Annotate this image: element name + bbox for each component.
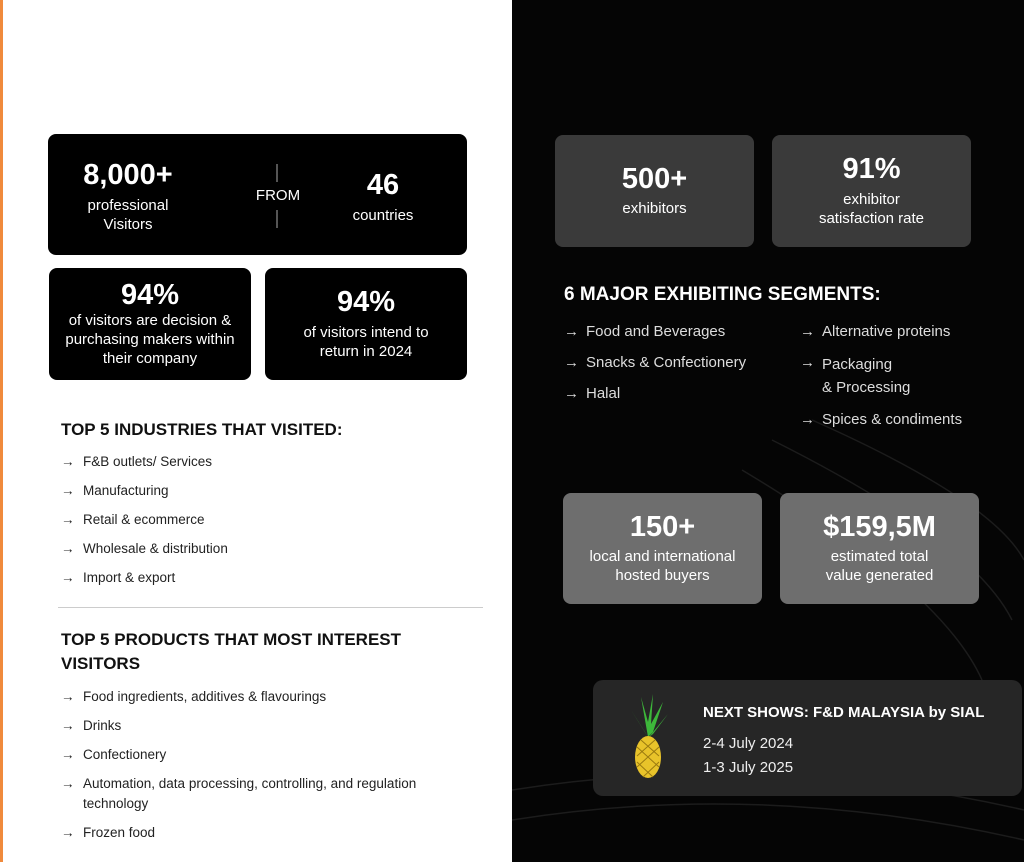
arrow-icon: → [61,570,75,585]
item-text: Food ingredients, additives & flavouring… [83,689,327,704]
list-item: → Drinks [61,716,461,736]
item-text: Manufacturing [83,483,169,498]
next-shows-card: NEXT SHOWS: F&D MALAYSIA by SIAL 2-4 Jul… [593,680,1022,796]
decision-card: 94% of visitors are decision & purchasin… [49,268,251,380]
arrow-icon: → [61,825,75,840]
value-label: estimated total value generated [825,548,934,585]
list-item: → Snacks & Confectionery [564,353,746,373]
list-item: → Retail & ecommerce [61,510,228,530]
buyers-value: 150+ [629,510,696,543]
arrow-icon: → [61,512,75,527]
decision-label: of visitors are decision & purchasing ma… [65,312,235,368]
from-label: FROM [255,187,301,204]
item-text: Snacks & Confectionery [586,354,747,371]
item-text: Spices & condiments [822,411,963,428]
buyers-card: 150+ local and international hosted buye… [563,493,762,604]
list-item: → Confectionery [61,745,461,765]
item-text: Packaging & Processing [822,356,911,396]
buyers-label: local and international hosted buyers [589,548,736,585]
list-item: → Food ingredients, additives & flavourin… [61,687,461,707]
arrow-icon: → [61,689,75,704]
industries-list: → F&B outlets/ Services → Manufacturing → R… [61,452,228,597]
left-panel: 8,000+ professional Visitors FROM 46 cou… [0,0,483,862]
countries-label: countries [352,206,414,224]
exhibitors-card: 500+ exhibitors [555,135,754,247]
list-item: → Spices & condiments [800,410,962,430]
visitors-value: 8,000+ [83,159,173,191]
arrow-icon: → [61,541,75,556]
arrow-icon: → [61,747,75,762]
item-text: Drinks [83,718,122,733]
return-value: 94% [336,286,396,319]
item-text: Food and Beverages [586,323,726,340]
right-panel: 500+ exhibitors 91% exhibitor satisfacti… [512,0,1024,862]
exhibitors-value: 500+ [621,162,688,195]
return-card: 94% of visitors intend to return in 2024 [265,268,467,380]
arrow-icon: → [61,454,75,469]
countries-value: 46 [366,169,400,201]
item-text: Alternative proteins [822,323,951,340]
arrow-icon: → [61,483,75,498]
pineapple-icon [631,694,668,778]
satisfaction-value: 91% [842,153,901,186]
list-item: → Food and Beverages [564,322,746,342]
arrow-icon: → [800,323,815,340]
satisfaction-card: 91% exhibitor satisfaction rate [772,135,971,247]
list-item: → Import & export [61,568,228,588]
item-text: Confectionery [83,747,167,762]
industries-title: TOP 5 INDUSTRIES THAT VISITED: [61,420,343,439]
value-card: $159,5M estimated total value generated [780,493,979,604]
arrow-icon: → [800,411,815,428]
products-title: TOP 5 PRODUCTS THAT MOST INTEREST VISITO… [61,630,402,673]
item-text: Automation, data processing, controlling… [83,776,417,811]
divider [58,607,483,608]
return-label: of visitors intend to return in 2024 [303,323,429,360]
item-text: Retail & ecommerce [83,512,205,527]
products-list: → Food ingredients, additives & flavourin… [61,687,461,852]
list-item: → Packaging & Processing [800,353,962,399]
item-text: Import & export [83,570,176,585]
arrow-icon: → [800,354,815,371]
list-item: → Halal [564,384,746,404]
item-text: Halal [586,385,621,402]
satisfaction-label: exhibitor satisfaction rate [818,190,925,227]
list-item: → Manufacturing [61,481,228,501]
arrow-icon: → [564,385,579,402]
exhibitors-label: exhibitors [622,200,687,218]
next-show-date: 1-3 July 2025 [703,759,794,776]
item-text: F&B outlets/ Services [83,454,213,469]
segments-title: 6 MAJOR EXHIBITING SEGMENTS: [564,284,881,305]
list-item: → Alternative proteins [800,322,962,342]
arrow-icon: → [61,718,75,733]
visitors-label: professional Visitors [87,196,169,233]
list-item: → Frozen food [61,823,461,843]
item-text: Frozen food [83,825,156,840]
segments-col2: → Alternative proteins → Packaging & Proce… [800,322,962,441]
item-text: Wholesale & distribution [83,541,228,556]
arrow-icon: → [564,323,579,340]
list-item: → Automation, data processing, controllin… [61,774,461,814]
next-shows-title: NEXT SHOWS: F&D MALAYSIA by SIAL [703,704,985,721]
list-item: → F&B outlets/ Services [61,452,228,472]
decision-value: 94% [120,278,180,311]
next-show-date: 2-4 July 2024 [703,735,794,752]
value-value: $159,5M [823,510,936,543]
segments-col1: → Food and Beverages → Snacks & Confection… [564,322,746,415]
visitors-card: 8,000+ professional Visitors FROM 46 cou… [48,134,467,255]
arrow-icon: → [564,354,579,371]
arrow-icon: → [61,776,75,791]
list-item: → Wholesale & distribution [61,539,228,559]
